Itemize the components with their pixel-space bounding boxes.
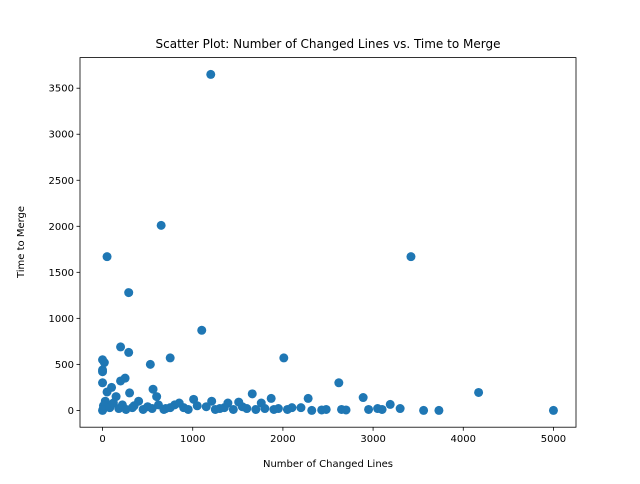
- point: [125, 388, 135, 398]
- x-tick-label: 2000: [270, 434, 295, 445]
- x-axis-label: Number of Changed Lines: [263, 459, 393, 470]
- x-tick-label: 1000: [180, 434, 205, 445]
- point: [145, 359, 155, 369]
- point: [334, 378, 344, 388]
- plot-area: [98, 69, 558, 415]
- point: [124, 288, 134, 298]
- x-tick-label: 5000: [541, 434, 566, 445]
- point: [260, 404, 270, 414]
- point: [102, 387, 112, 397]
- point: [474, 387, 484, 397]
- point: [419, 405, 429, 415]
- x-tick-label: 4000: [451, 434, 476, 445]
- point: [247, 389, 257, 399]
- point: [548, 405, 558, 415]
- y-tick-label: 500: [55, 360, 74, 371]
- point: [116, 342, 126, 352]
- point: [206, 69, 216, 79]
- y-tick-label: 1500: [49, 268, 74, 279]
- y-tick-label: 2000: [49, 222, 74, 233]
- point: [364, 404, 374, 414]
- point: [98, 367, 108, 377]
- point: [165, 403, 175, 413]
- y-tick-label: 1000: [49, 314, 74, 325]
- point: [251, 404, 261, 414]
- point: [266, 393, 276, 403]
- point: [269, 404, 279, 414]
- point: [219, 403, 229, 413]
- point: [98, 378, 108, 388]
- point: [210, 404, 220, 414]
- chart-title: Scatter Plot: Number of Changed Lines vs…: [156, 37, 501, 51]
- point: [228, 404, 238, 414]
- y-axis-label: Time to Merge: [16, 206, 27, 279]
- point: [201, 402, 211, 412]
- point: [358, 393, 368, 403]
- point: [98, 404, 108, 414]
- point: [279, 353, 289, 363]
- point: [99, 358, 109, 368]
- y-tick-label: 3500: [49, 84, 74, 95]
- point: [183, 404, 193, 414]
- point: [207, 396, 217, 406]
- point: [192, 401, 202, 411]
- point: [406, 252, 416, 262]
- point: [197, 325, 207, 335]
- point: [127, 403, 137, 413]
- point: [341, 405, 351, 415]
- point: [148, 384, 158, 394]
- y-tick-label: 0: [68, 406, 74, 417]
- point: [165, 353, 175, 363]
- point: [377, 404, 387, 414]
- point: [385, 399, 395, 409]
- point: [120, 373, 130, 383]
- point: [108, 398, 118, 408]
- y-tick-label: 2500: [49, 176, 74, 187]
- point: [303, 393, 313, 403]
- x-tick-label: 0: [99, 434, 105, 445]
- point: [156, 220, 166, 230]
- point: [237, 402, 247, 412]
- axes-frame: [79, 57, 577, 428]
- point: [434, 405, 444, 415]
- point: [152, 392, 162, 402]
- point: [395, 404, 405, 414]
- y-tick-label: 3000: [49, 130, 74, 141]
- x-tick-label: 3000: [360, 434, 385, 445]
- point: [307, 405, 317, 415]
- point: [282, 404, 292, 414]
- point: [296, 403, 306, 413]
- point: [124, 347, 134, 357]
- point: [174, 398, 184, 408]
- point: [102, 252, 112, 262]
- point: [317, 405, 327, 415]
